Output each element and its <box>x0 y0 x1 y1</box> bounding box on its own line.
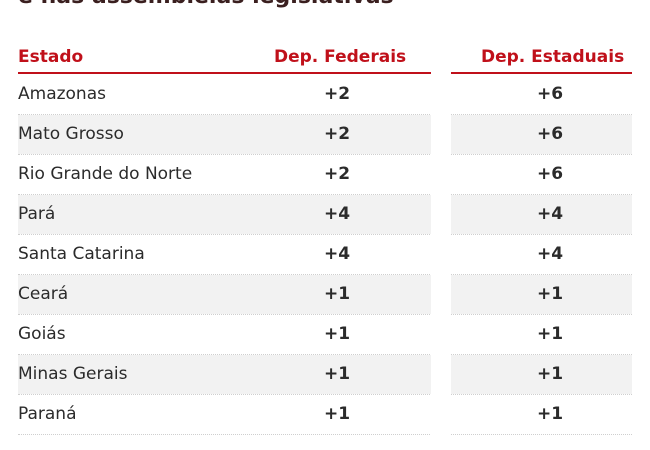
cell-federais: +1 <box>323 404 351 424</box>
table-row: Ceará +1 +1 <box>18 275 632 315</box>
cell-estaduais: +6 <box>536 124 564 144</box>
cell-federais: +1 <box>323 364 351 384</box>
table-row: Rio Grande do Norte +2 +6 <box>18 155 632 195</box>
table-row: Pará +4 +4 <box>18 195 632 235</box>
cell-estaduais: +4 <box>536 204 564 224</box>
table-row: Paraná +1 +1 <box>18 395 632 435</box>
cell-estaduais: +1 <box>536 284 564 304</box>
table-body: Amazonas +2 +6 Mato Grosso +2 +6 Rio Gra… <box>18 75 632 435</box>
cell-estado: Goiás <box>18 324 66 344</box>
table-row: Amazonas +2 +6 <box>18 75 632 115</box>
cell-estaduais: +1 <box>536 324 564 344</box>
cell-estado: Paraná <box>18 404 77 424</box>
table-row: Mato Grosso +2 +6 <box>18 115 632 155</box>
cell-estaduais: +6 <box>536 164 564 184</box>
column-header-federais: Dep. Federais <box>274 47 407 67</box>
page-title: e nas assembleias legislativas <box>18 0 394 9</box>
table-row: Goiás +1 +1 <box>18 315 632 355</box>
cell-estado: Rio Grande do Norte <box>18 164 193 184</box>
cell-federais: +1 <box>323 324 351 344</box>
cell-estado: Pará <box>18 204 56 224</box>
header-divider-left <box>18 72 431 74</box>
cell-estaduais: +1 <box>536 404 564 424</box>
cell-estado: Mato Grosso <box>18 124 124 144</box>
table-header: Estado Dep. Federais Dep. Estaduais <box>18 38 632 75</box>
column-header-estado: Estado <box>18 47 84 67</box>
cell-federais: +2 <box>323 84 351 104</box>
cell-federais: +2 <box>323 164 351 184</box>
table-row: Minas Gerais +1 +1 <box>18 355 632 395</box>
column-header-estaduais: Dep. Estaduais <box>481 47 625 67</box>
cell-federais: +4 <box>323 204 351 224</box>
cell-estaduais: +6 <box>536 84 564 104</box>
cell-estaduais: +4 <box>536 244 564 264</box>
cell-federais: +1 <box>323 284 351 304</box>
cell-estado: Amazonas <box>18 84 106 104</box>
cell-federais: +4 <box>323 244 351 264</box>
cell-federais: +2 <box>323 124 351 144</box>
header-divider-right <box>451 72 632 74</box>
cell-estado: Minas Gerais <box>18 364 128 384</box>
cell-estado: Santa Catarina <box>18 244 145 264</box>
cell-estaduais: +1 <box>536 364 564 384</box>
table-row: Santa Catarina +4 +4 <box>18 235 632 275</box>
cell-estado: Ceará <box>18 284 69 304</box>
data-table: Estado Dep. Federais Dep. Estaduais Amaz… <box>18 38 632 435</box>
